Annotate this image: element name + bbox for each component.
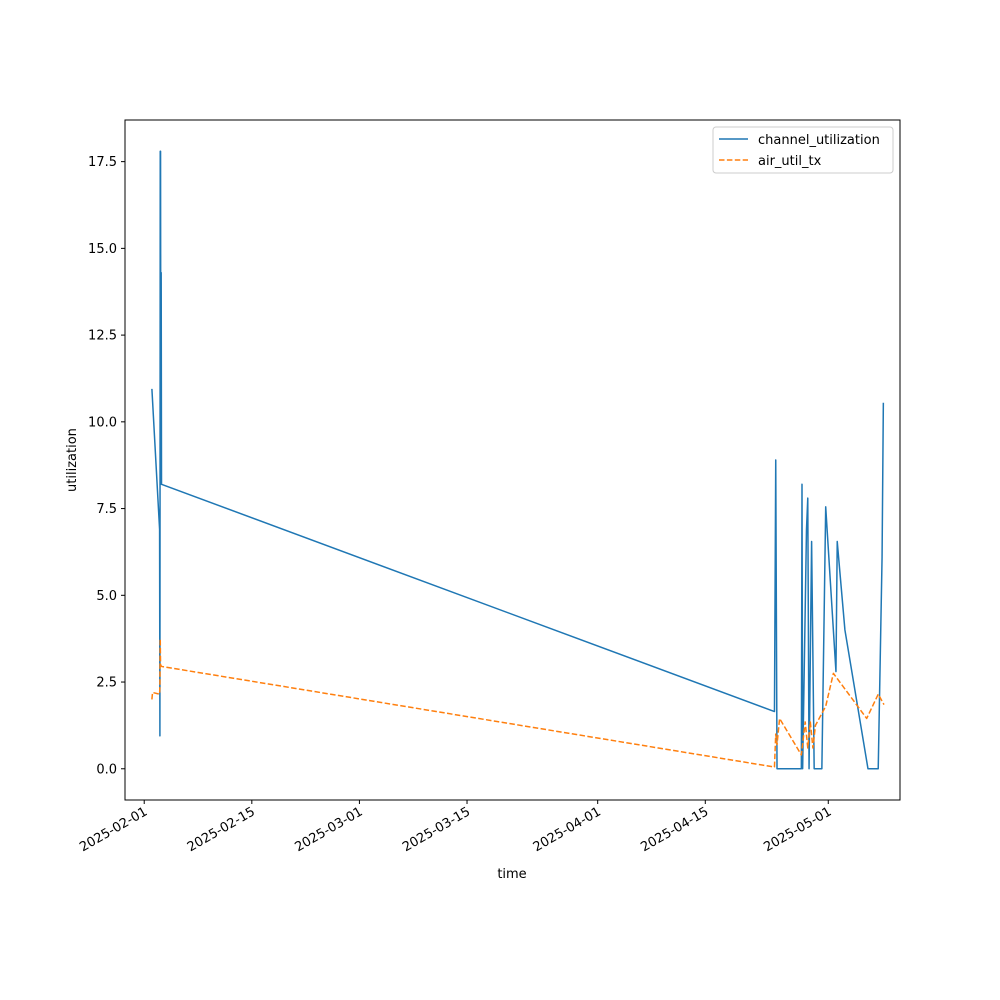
legend-label: air_util_tx [758, 154, 822, 169]
ticks-group: 0.0 2.5 5.0 7.5 10.0 12.5 15.0 17.5 2025-02-01 20… [77, 155, 834, 855]
x-tick-label: 2025-02-15 [185, 804, 258, 855]
x-tick-label: 2025-03-01 [292, 804, 365, 855]
x-tick-label: 2025-05-01 [761, 804, 834, 855]
plot-frame [124, 119, 901, 801]
x-tick-label: 2025-04-15 [638, 804, 711, 855]
legend-box [712, 126, 894, 174]
y-tick-label: 0.0 [96, 762, 117, 777]
x-tick-label: 2025-04-01 [531, 804, 604, 855]
x-tick-label: 2025-02-01 [77, 804, 150, 855]
legend-label: channel_utilization [758, 133, 880, 148]
x-tick-label: 2025-03-15 [400, 804, 473, 855]
series-group [151, 150, 885, 770]
y-tick-label: 17.5 [88, 155, 117, 170]
y-tick-label: 5.0 [96, 589, 117, 604]
y-tick-label: 7.5 [96, 502, 117, 517]
y-tick-label: 2.5 [96, 676, 117, 691]
legend: channel_utilization air_util_tx [712, 126, 894, 174]
x-axis-label: time [497, 867, 526, 882]
y-axis-label: utilization [65, 428, 80, 492]
y-tick-label: 12.5 [88, 329, 117, 344]
series-line-channel-utilization [151, 150, 885, 770]
axes [124, 119, 901, 801]
series-line-air-util-tx [151, 637, 885, 768]
y-tick-label: 15.0 [88, 242, 117, 257]
y-tick-label: 10.0 [88, 415, 117, 430]
